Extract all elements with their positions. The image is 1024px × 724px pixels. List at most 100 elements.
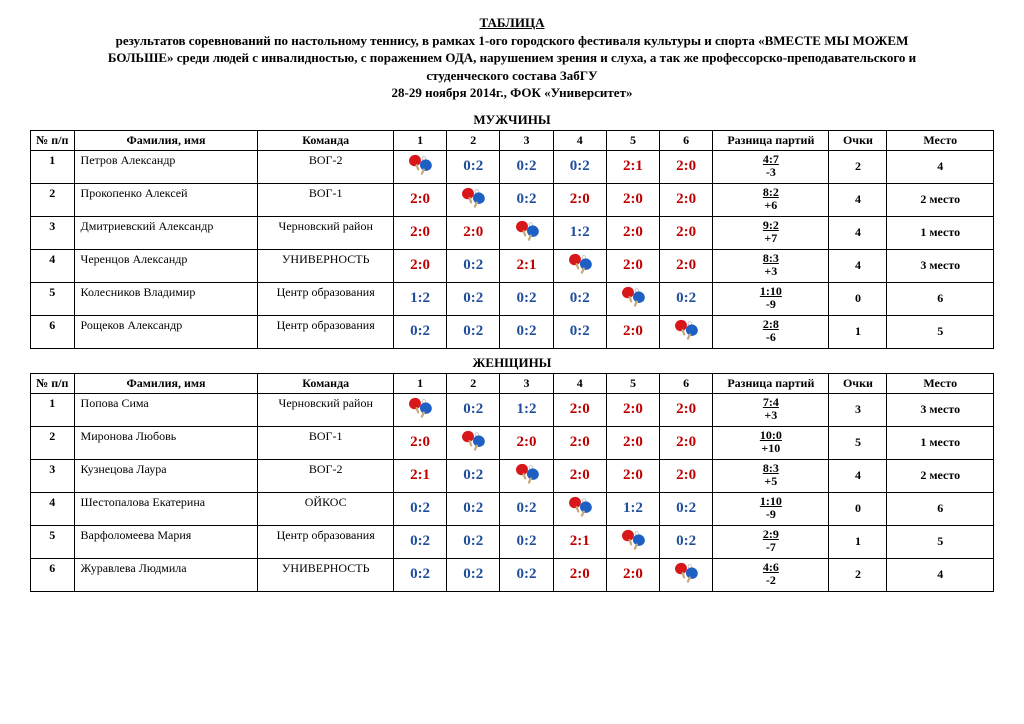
player-name: Шестопалова Екатерина: [74, 492, 258, 525]
diff-cell: 4:7 -3: [713, 150, 829, 183]
col-team: Команда: [258, 130, 394, 150]
score-cell: 0:2: [447, 282, 500, 315]
col-r1: 1: [393, 373, 446, 393]
score-cell: 2:0: [500, 426, 553, 459]
col-num: № п/п: [31, 130, 75, 150]
team-name: ВОГ-2: [258, 459, 394, 492]
col-diff: Разница партий: [713, 130, 829, 150]
title-line-5: 28-29 ноября 2014г., ФОК «Университет»: [30, 84, 994, 102]
row-number: 1: [31, 150, 75, 183]
score-cell: 0:2: [500, 558, 553, 591]
paddles-icon: [458, 199, 488, 213]
score-cell: 2:0: [660, 249, 713, 282]
player-name: Попова Сима: [74, 393, 258, 426]
col-r3: 3: [500, 130, 553, 150]
paddles-icon: [405, 166, 435, 180]
col-name: Фамилия, имя: [74, 373, 258, 393]
score-cell: 2:0: [553, 426, 606, 459]
score-cell: 0:2: [500, 150, 553, 183]
score-cell: 2:0: [553, 183, 606, 216]
diff-cell: 8:2 +6: [713, 183, 829, 216]
paddles-icon: [458, 442, 488, 456]
col-r2: 2: [447, 130, 500, 150]
table-row: 3 Дмитриевский Александр Черновский райо…: [31, 216, 994, 249]
col-r5: 5: [606, 130, 659, 150]
player-name: Петров Александр: [74, 150, 258, 183]
score-cell: 0:2: [660, 282, 713, 315]
diff-cell: 9:2 +7: [713, 216, 829, 249]
self-cell: [393, 393, 446, 426]
score-cell: 0:2: [447, 249, 500, 282]
place-cell: 5: [887, 315, 994, 348]
diff-cell: 1:10 -9: [713, 282, 829, 315]
self-cell: [500, 459, 553, 492]
score-cell: 0:2: [447, 525, 500, 558]
score-cell: 1:2: [606, 492, 659, 525]
score-cell: 2:0: [606, 426, 659, 459]
score-cell: 2:0: [553, 558, 606, 591]
diff-cell: 10:0 +10: [713, 426, 829, 459]
document-header: ТАБЛИЦА результатов соревнований по наст…: [30, 14, 994, 102]
score-cell: 0:2: [447, 315, 500, 348]
player-name: Варфоломеева Мария: [74, 525, 258, 558]
title-line-3: БОЛЬШЕ» среди людей с инвалидностью, с п…: [30, 49, 994, 67]
title-line-1: ТАБЛИЦА: [30, 14, 994, 32]
score-cell: 0:2: [447, 393, 500, 426]
score-cell: 0:2: [500, 525, 553, 558]
place-cell: 5: [887, 525, 994, 558]
points-cell: 4: [829, 459, 887, 492]
place-cell: 4: [887, 558, 994, 591]
team-name: УНИВЕРНОСТЬ: [258, 249, 394, 282]
score-cell: 0:2: [660, 525, 713, 558]
score-cell: 2:0: [553, 459, 606, 492]
results-table: № п/п Фамилия, имя Команда 1 2 3 4 5 6 Р…: [30, 130, 994, 349]
self-cell: [500, 216, 553, 249]
score-cell: 0:2: [660, 492, 713, 525]
player-name: Дмитриевский Александр: [74, 216, 258, 249]
score-cell: 2:1: [553, 525, 606, 558]
place-cell: 2 место: [887, 459, 994, 492]
col-r4: 4: [553, 373, 606, 393]
score-cell: 0:2: [500, 315, 553, 348]
place-cell: 2 место: [887, 183, 994, 216]
row-number: 1: [31, 393, 75, 426]
results-tables: МУЖЧИНЫ № п/п Фамилия, имя Команда 1 2 3…: [30, 112, 994, 592]
col-team: Команда: [258, 373, 394, 393]
score-cell: 0:2: [500, 282, 553, 315]
place-cell: 1 место: [887, 216, 994, 249]
team-name: Черновский район: [258, 216, 394, 249]
self-cell: [447, 426, 500, 459]
col-pts: Очки: [829, 373, 887, 393]
table-row: 6 Журавлева Людмила УНИВЕРНОСТЬ0:20:20:2…: [31, 558, 994, 591]
table-row: 2 Миронова Любовь ВОГ-12:0 2:02:02:02:0 …: [31, 426, 994, 459]
row-number: 4: [31, 492, 75, 525]
col-place: Место: [887, 373, 994, 393]
score-cell: 1:2: [500, 393, 553, 426]
score-cell: 2:0: [606, 183, 659, 216]
points-cell: 0: [829, 282, 887, 315]
row-number: 4: [31, 249, 75, 282]
score-cell: 2:0: [606, 459, 659, 492]
place-cell: 6: [887, 492, 994, 525]
self-cell: [393, 150, 446, 183]
score-cell: 0:2: [553, 282, 606, 315]
paddles-icon: [671, 574, 701, 588]
score-cell: 2:0: [393, 183, 446, 216]
table-row: 6 Рощеков Александр Центр образования0:2…: [31, 315, 994, 348]
team-name: УНИВЕРНОСТЬ: [258, 558, 394, 591]
results-table: № п/п Фамилия, имя Команда 1 2 3 4 5 6 Р…: [30, 373, 994, 592]
paddles-icon: [565, 508, 595, 522]
row-number: 6: [31, 315, 75, 348]
row-number: 5: [31, 525, 75, 558]
section-title: ЖЕНЩИНЫ: [30, 355, 994, 371]
row-number: 3: [31, 216, 75, 249]
paddles-icon: [671, 331, 701, 345]
score-cell: 2:0: [393, 426, 446, 459]
row-number: 2: [31, 426, 75, 459]
paddles-icon: [618, 298, 648, 312]
title-line-2: результатов соревнований по настольному …: [30, 32, 994, 50]
score-cell: 2:0: [447, 216, 500, 249]
col-pts: Очки: [829, 130, 887, 150]
team-name: Центр образования: [258, 525, 394, 558]
self-cell: [447, 183, 500, 216]
